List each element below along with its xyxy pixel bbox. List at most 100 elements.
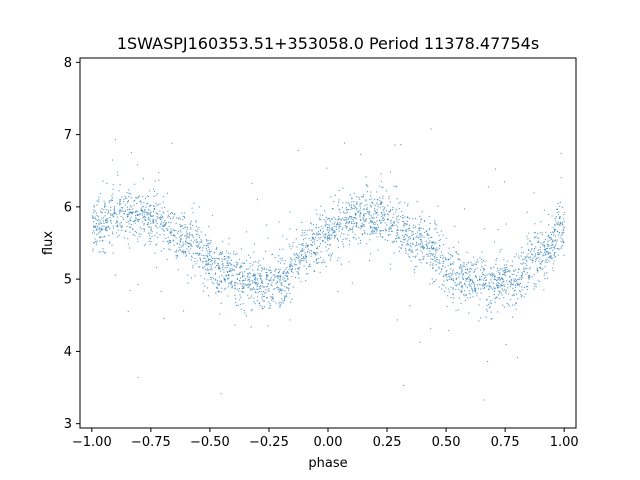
data-point xyxy=(397,222,399,224)
data-point xyxy=(112,193,114,195)
data-point xyxy=(461,265,463,267)
data-point xyxy=(275,268,277,270)
data-point xyxy=(389,234,391,236)
data-point xyxy=(508,305,510,307)
data-point xyxy=(436,224,438,226)
data-point xyxy=(495,283,497,285)
data-point xyxy=(107,225,109,227)
data-point xyxy=(113,206,115,208)
data-point xyxy=(206,250,208,252)
data-point xyxy=(393,221,395,223)
data-point xyxy=(555,216,557,218)
data-point xyxy=(186,248,188,250)
data-point xyxy=(118,213,120,215)
data-point xyxy=(447,264,449,266)
data-point xyxy=(323,219,325,221)
data-point xyxy=(269,307,271,309)
data-point xyxy=(272,296,274,298)
data-point xyxy=(227,278,229,280)
data-point xyxy=(257,265,259,267)
data-point xyxy=(485,316,487,318)
data-point xyxy=(272,298,274,300)
data-point xyxy=(518,255,520,257)
data-point xyxy=(155,212,157,214)
data-point xyxy=(167,210,169,212)
data-point xyxy=(267,289,269,291)
data-point xyxy=(468,312,470,314)
data-point xyxy=(346,227,348,229)
data-point xyxy=(541,231,543,233)
data-point xyxy=(490,268,492,270)
data-point xyxy=(560,247,562,249)
data-point xyxy=(153,207,155,209)
data-point xyxy=(300,251,302,253)
data-point xyxy=(222,240,224,242)
data-point xyxy=(348,209,350,211)
data-point xyxy=(212,258,214,260)
data-point xyxy=(300,255,302,257)
data-point xyxy=(559,223,561,225)
data-point xyxy=(557,214,559,216)
data-point xyxy=(485,283,487,285)
data-point xyxy=(297,268,299,270)
data-point xyxy=(561,206,563,208)
data-point xyxy=(101,212,103,214)
data-point xyxy=(490,302,492,304)
data-point xyxy=(168,239,170,241)
data-point xyxy=(252,275,254,277)
data-point xyxy=(239,267,241,269)
data-point xyxy=(393,222,395,224)
data-point xyxy=(302,243,304,245)
data-point xyxy=(94,218,96,220)
data-point xyxy=(273,288,275,290)
data-point xyxy=(156,216,158,218)
data-point xyxy=(531,276,533,278)
data-point xyxy=(119,209,121,211)
data-point xyxy=(147,213,149,215)
data-point xyxy=(466,287,468,289)
data-point xyxy=(180,218,182,220)
data-point xyxy=(535,246,537,248)
data-point xyxy=(445,258,447,260)
data-point xyxy=(234,269,236,271)
data-point xyxy=(413,255,415,257)
data-point xyxy=(486,298,488,300)
data-point xyxy=(207,262,209,264)
data-point xyxy=(152,215,154,217)
data-point xyxy=(203,290,205,292)
data-point xyxy=(301,221,303,223)
data-point xyxy=(391,225,393,227)
data-point xyxy=(106,182,108,184)
data-point xyxy=(397,234,399,236)
data-point xyxy=(173,240,175,242)
data-point xyxy=(223,277,225,279)
data-point xyxy=(336,237,338,239)
data-point xyxy=(469,278,471,280)
data-point xyxy=(554,228,556,230)
data-point xyxy=(475,288,477,290)
data-point xyxy=(98,229,100,231)
data-point xyxy=(554,231,556,233)
data-point xyxy=(428,242,430,244)
data-point xyxy=(552,227,554,229)
data-point xyxy=(535,232,537,234)
data-point xyxy=(464,294,466,296)
data-point xyxy=(299,263,301,265)
data-point xyxy=(415,225,417,227)
data-point xyxy=(269,269,271,271)
data-point xyxy=(482,272,484,274)
data-point xyxy=(474,285,476,287)
data-point xyxy=(524,286,526,288)
data-point xyxy=(472,296,474,298)
data-point xyxy=(138,220,140,222)
data-point xyxy=(218,265,220,267)
data-point xyxy=(127,206,129,208)
data-point xyxy=(543,244,545,246)
data-point xyxy=(516,282,518,284)
data-point xyxy=(318,226,320,228)
data-point xyxy=(345,212,347,214)
data-point xyxy=(311,250,313,252)
data-point xyxy=(397,215,399,217)
data-point xyxy=(457,309,459,311)
data-point xyxy=(415,255,417,257)
